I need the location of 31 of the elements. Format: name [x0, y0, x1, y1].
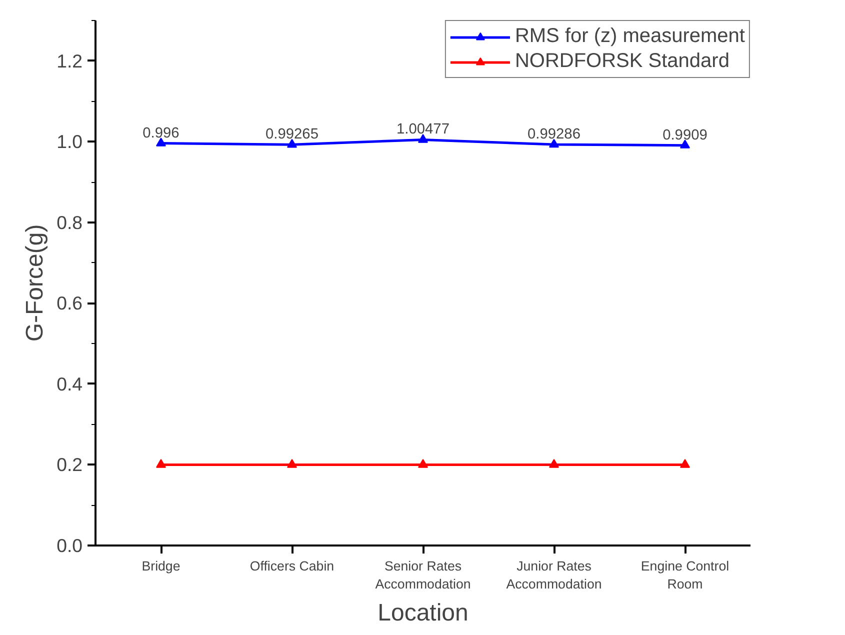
- y-tick-label: 1.0: [56, 131, 83, 152]
- x-tick-label: Senior Rates Accommodation: [375, 558, 471, 592]
- legend-label: NORDFORSK Standard: [514, 50, 730, 73]
- x-tick-label: Bridge: [142, 558, 180, 574]
- point: [156, 459, 166, 468]
- point: [418, 459, 428, 468]
- point: [156, 138, 166, 146]
- point: [549, 459, 559, 468]
- point: [549, 138, 559, 148]
- y-tick-label: 0.0: [56, 535, 83, 556]
- legend-label: RMS for (z) measurement: [514, 25, 745, 48]
- data-label: 0.99265: [266, 126, 318, 143]
- data-label: 0.99286: [528, 126, 580, 143]
- point: [680, 140, 690, 148]
- x-tick-label: Junior Rates Accommodation: [506, 558, 602, 592]
- y-tick-label: 0.6: [56, 292, 83, 314]
- x-axis-title: Location: [378, 600, 468, 626]
- y-axis-title: G-Force(g): [22, 224, 49, 342]
- x-tick-label: Officers Cabin: [250, 558, 334, 574]
- x-tick-label: Engine Control Room: [640, 558, 730, 592]
- y-tick-label: 0.4: [56, 373, 83, 394]
- point: [287, 459, 297, 468]
- data-label: 0.996: [142, 125, 180, 142]
- y-tick-label: 0.8: [56, 212, 83, 233]
- point: [287, 138, 297, 148]
- point: [418, 134, 428, 143]
- y-tick-label: 0.2: [56, 454, 83, 476]
- point: [680, 459, 690, 468]
- data-label: 1.00477: [396, 122, 450, 138]
- data-label: 0.9909: [662, 127, 708, 144]
- y-tick-label: 1.2: [56, 50, 83, 72]
